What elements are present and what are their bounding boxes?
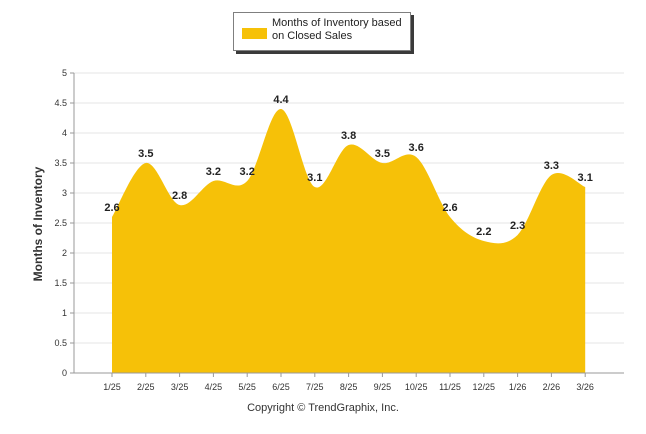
data-label: 3.5 [375,148,390,160]
x-tick-label: 9/25 [374,382,392,392]
data-label: 3.6 [409,142,424,154]
data-label: 3.5 [138,148,153,160]
legend-swatch [242,28,267,39]
y-tick-label: 4 [62,128,67,138]
y-tick-label: 3.5 [54,158,67,168]
x-tick-label: 2/25 [137,382,155,392]
x-tick-label: 5/25 [238,382,256,392]
legend: Months of Inventory based on Closed Sale… [233,12,411,51]
x-tick-label: 8/25 [340,382,358,392]
data-label: 2.6 [442,202,457,214]
x-tick-label: 2/26 [543,382,561,392]
area-fill [112,108,586,373]
x-tick-label: 3/25 [171,382,189,392]
y-axis-title: Months of Inventory [31,166,45,281]
data-label: 2.2 [476,226,491,238]
y-tick-label: 1 [62,308,67,318]
data-label: 3.8 [341,130,356,142]
legend-label: Months of Inventory based on Closed Sale… [272,17,402,42]
y-tick-label: 3 [62,188,67,198]
data-label: 2.8 [172,190,187,202]
y-tick-label: 0 [62,368,67,378]
copyright-text: Copyright © TrendGraphix, Inc. [247,402,399,414]
x-tick-label: 7/25 [306,382,324,392]
x-tick-label: 1/26 [509,382,527,392]
y-tick-label: 4.5 [54,98,67,108]
x-tick-label: 12/25 [473,382,496,392]
y-tick-label: 2 [62,248,67,258]
data-label: 4.4 [273,94,289,106]
data-label: 3.1 [307,172,322,184]
data-label: 3.1 [578,172,593,184]
y-tick-label: 2.5 [54,218,67,228]
data-label: 3.2 [240,166,255,178]
x-tick-label: 1/25 [103,382,121,392]
data-label: 2.6 [104,202,119,214]
area-series [112,108,586,373]
y-tick-label: 0.5 [54,338,67,348]
x-tick-label: 6/25 [272,382,290,392]
y-tick-label: 5 [62,68,67,78]
data-label: 3.3 [544,160,559,172]
data-label: 2.3 [510,220,525,232]
y-tick-label: 1.5 [54,278,67,288]
x-tick-label: 4/25 [205,382,223,392]
axes: 0 0.5 1 1.5 2 2.5 3 3.5 4 4.5 5 1/25 2/25 3/25 4/25 5/2… [54,68,624,392]
x-tick-label: 11/25 [439,382,461,392]
x-tick-label: 3/26 [576,382,594,392]
data-labels: 2.6 3.5 2.8 3.2 3.2 4.4 3.1 3.8 3.5 3.6 2.6 2.2 2.3 3… [104,94,592,238]
x-tick-label: 10/25 [405,382,428,392]
data-label: 3.2 [206,166,221,178]
